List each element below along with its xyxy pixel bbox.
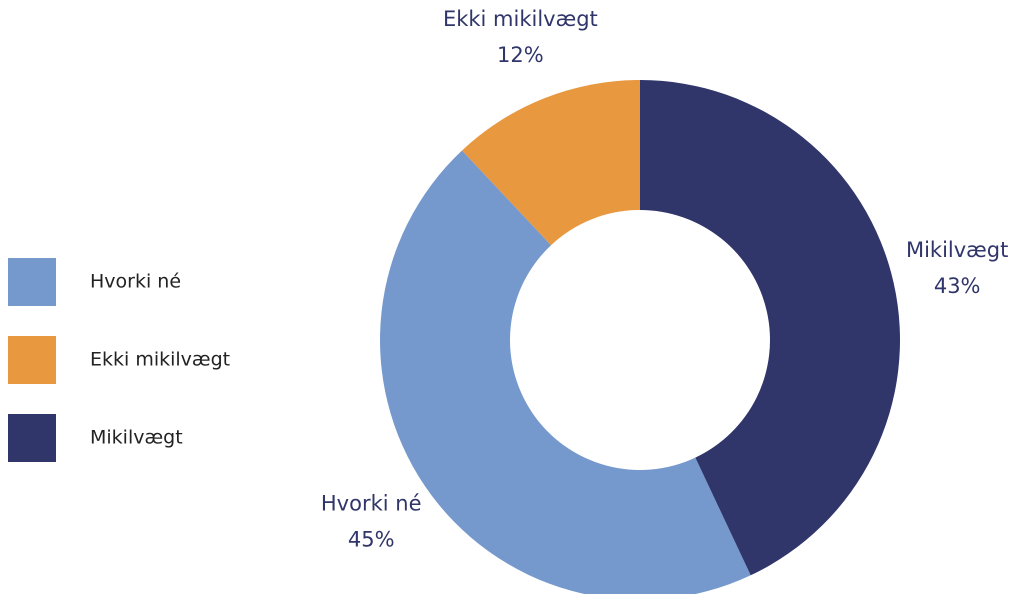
slice-label: Mikilvægt bbox=[906, 238, 1008, 262]
slice-value: 12% bbox=[497, 43, 544, 67]
slice-value: 43% bbox=[934, 274, 981, 298]
legend-swatch bbox=[8, 336, 56, 384]
donut-slice bbox=[380, 150, 751, 594]
legend-label: Mikilvægt bbox=[90, 427, 183, 449]
donut-slice bbox=[640, 80, 900, 576]
donut-slice bbox=[462, 80, 640, 246]
slice-label: Ekki mikilvægt bbox=[443, 7, 598, 31]
legend-label: Ekki mikilvægt bbox=[90, 349, 230, 371]
legend-label: Hvorki né bbox=[90, 271, 181, 293]
legend-swatch bbox=[8, 258, 56, 306]
legend-swatch bbox=[8, 414, 56, 462]
slice-value: 45% bbox=[348, 528, 395, 552]
slice-label: Hvorki né bbox=[321, 492, 422, 516]
